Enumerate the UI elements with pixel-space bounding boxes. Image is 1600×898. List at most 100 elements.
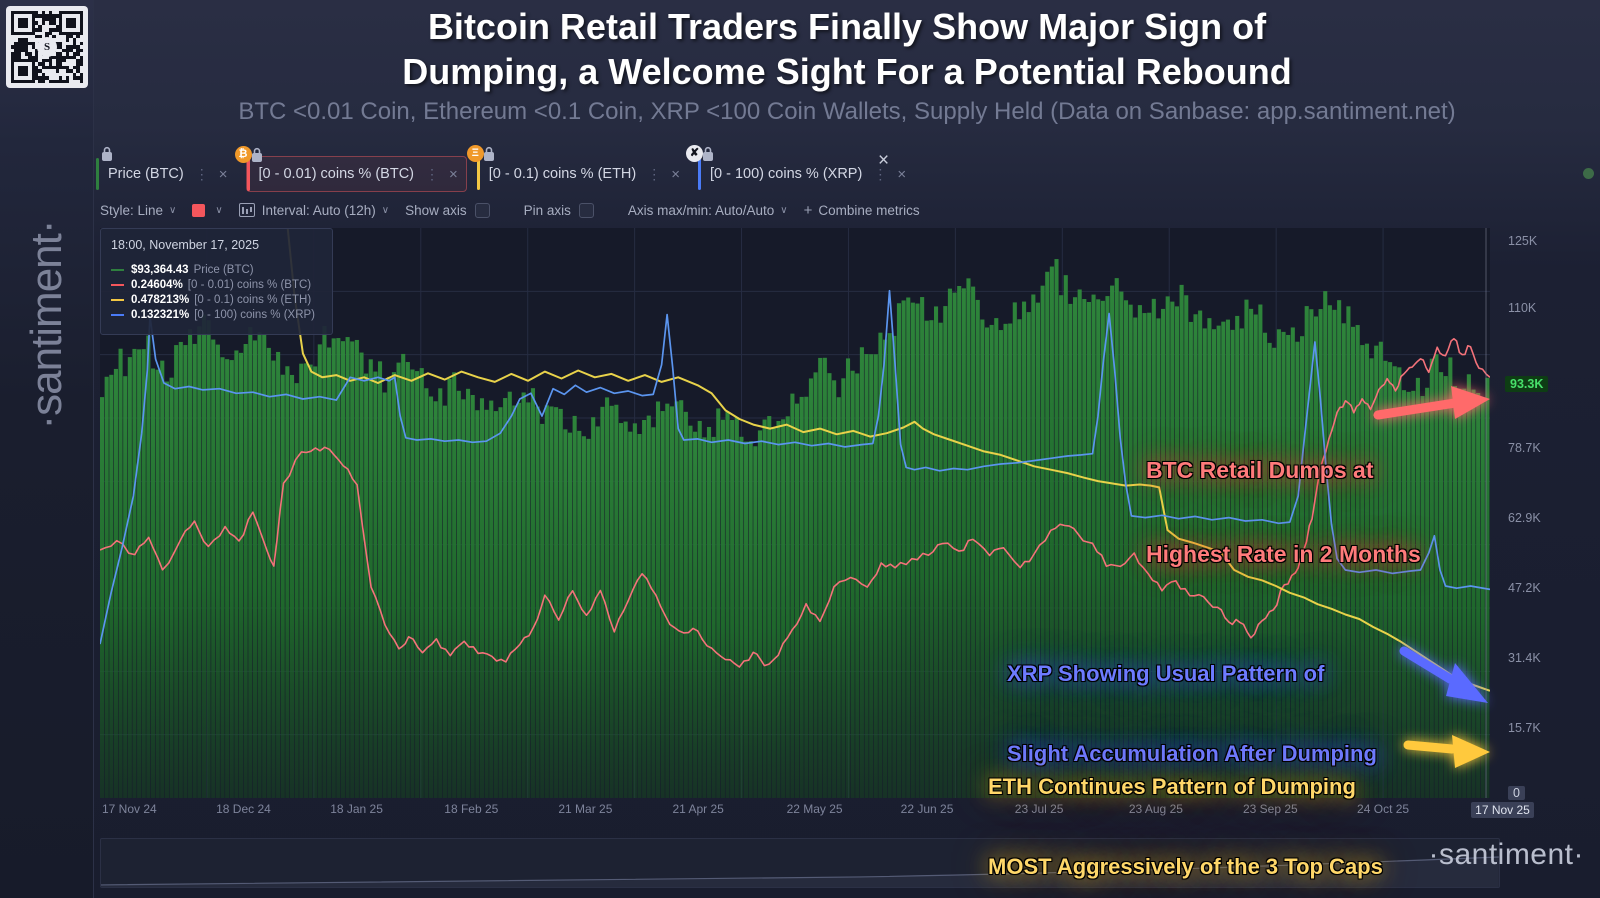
tooltip-row: 0.132321% [0 - 100) coins % (XRP): [111, 309, 322, 321]
style-dropdown-label: Style: Line: [100, 202, 164, 218]
navigator-area: [101, 856, 1499, 887]
annotation-xrp: XRP Showing Usual Pattern of Slight Accu…: [1007, 607, 1377, 822]
tooltip-value: 0.24604%: [131, 279, 183, 291]
pin-axis-checkbox[interactable]: [578, 202, 594, 218]
metric-tab-btc-small-wallets[interactable]: ₿ [0 - 0.01) coins % (BTC) ⋮ ×: [234, 146, 467, 192]
tooltip-date: 18:00, November 17, 2025: [111, 238, 260, 252]
x-axis-tick: 21 Apr 25: [672, 802, 724, 816]
tooltip-series-name: Price (BTC): [193, 264, 254, 276]
y-axis[interactable]: 125K 110K 93.3K 78.7K 62.9K 47.2K 31.4K 15.7K 0: [1496, 228, 1600, 800]
tooltip-row: 0.24604% [0 - 0.01) coins % (BTC): [111, 279, 322, 291]
tab-close-icon[interactable]: ×: [897, 165, 907, 183]
tooltip-series-name: [0 - 0.1) coins % (ETH): [194, 294, 312, 306]
y-axis-tick: 110K: [1508, 301, 1537, 316]
tooltip-series-name: [0 - 0.01) coins % (BTC): [187, 279, 312, 291]
annotation-btc-line2: Highest Rate in 2 Months: [1146, 541, 1421, 568]
y-axis-tick: 47.2K: [1508, 580, 1541, 595]
pin-axis-label: Pin axis: [523, 202, 571, 218]
x-axis-tick: 18 Jan 25: [330, 802, 383, 816]
page-title: Bitcoin Retail Traders Finally Show Majo…: [94, 4, 1600, 94]
tab-close-icon[interactable]: ×: [449, 165, 458, 183]
eth-coin-icon: Ξ: [466, 145, 484, 162]
price-bars: [100, 259, 1490, 798]
series-line-eth: [286, 228, 1490, 692]
left-rail: S ·santiment·: [0, 0, 94, 898]
x-axis-tick: 18 Feb 25: [444, 802, 499, 816]
tab-menu-icon[interactable]: ⋮: [194, 165, 210, 182]
tab-menu-icon[interactable]: ⋮: [425, 165, 441, 182]
chart-svg: [100, 228, 1490, 798]
lock-icon: [482, 146, 496, 162]
color-picker[interactable]: ∨: [192, 203, 223, 217]
chart-tooltip: 18:00, November 17, 2025 $93,364.43 Pric…: [100, 228, 333, 335]
interval-dropdown-label: Interval: Auto (12h): [261, 202, 376, 218]
tooltip-value: $93,364.43: [131, 264, 189, 276]
axis-minmax-dropdown[interactable]: Axis max/min: Auto/Auto ∨: [628, 203, 788, 218]
tooltip-row: 0.478213% [0 - 0.1) coins % (ETH): [111, 294, 322, 306]
annotation-eth-line1: ETH Continues Pattern of Dumping: [988, 773, 1356, 799]
show-axis-label: Show axis: [405, 202, 467, 218]
show-axis-checkbox[interactable]: [474, 202, 490, 218]
metric-tab-price-btc[interactable]: Price (BTC) ⋮ ×: [96, 146, 236, 192]
x-axis-tick: 17 Nov 25: [1471, 802, 1534, 818]
x-axis-tick: 18 Dec 24: [216, 802, 271, 816]
annotation-eth-line2: MOST Aggressively of the 3 Top Caps: [988, 854, 1383, 880]
series-color-dash: [111, 314, 124, 316]
tooltip-series-name: [0 - 100) coins % (XRP): [194, 309, 315, 321]
tooltip-value: 0.132321%: [131, 309, 190, 321]
chevron-down-icon: ∨: [780, 204, 788, 216]
chart-navigator[interactable]: [100, 838, 1500, 888]
panel-close-icon[interactable]: ×: [878, 150, 890, 171]
xrp-coin-icon: ✘: [686, 145, 703, 162]
y-axis-tick: 15.7K: [1508, 721, 1541, 736]
style-dropdown[interactable]: Style: Line ∨: [100, 203, 176, 218]
tab-menu-icon[interactable]: ⋮: [873, 165, 889, 182]
chart-area[interactable]: 18:00, November 17, 2025 $93,364.43 Pric…: [100, 228, 1490, 798]
interval-dropdown[interactable]: Interval: Auto (12h) ∨: [238, 202, 390, 218]
x-axis-tick: 21 Mar 25: [558, 802, 613, 816]
y-axis-tick: 78.7K: [1508, 440, 1541, 455]
interval-icon: [238, 203, 255, 217]
x-axis-tick: 23 Aug 25: [1128, 802, 1183, 816]
plus-icon: +: [803, 201, 813, 219]
series-color-dash: [111, 284, 124, 286]
tab-color-bar: [96, 158, 99, 190]
metric-tab-xrp-small-wallets[interactable]: ✘ [0 - 100) coins % (XRP) ⋮ ×: [686, 145, 914, 192]
tab-close-icon[interactable]: ×: [671, 165, 680, 183]
x-axis-tick: 17 Nov 24: [102, 802, 157, 816]
lock-icon: [100, 146, 114, 162]
tab-menu-icon[interactable]: ⋮: [647, 165, 663, 182]
metric-tab-eth-small-wallets[interactable]: Ξ [0 - 0.1) coins % (ETH) ⋮ ×: [466, 145, 688, 192]
annotation-btc: BTC Retail Dumps at Highest Rate in 2 Mo…: [1146, 400, 1421, 624]
axis-minmax-label: Axis max/min: Auto/Auto: [627, 202, 775, 218]
qr-code[interactable]: S: [6, 6, 88, 88]
page-subtitle: BTC <0.01 Coin, Ethereum <0.1 Coin, XRP …: [238, 98, 1456, 125]
lock-icon: [250, 147, 264, 163]
x-axis-tick: 23 Jul 25: [1014, 802, 1064, 816]
series-color-dash: [111, 299, 124, 301]
pin-axis-toggle[interactable]: Pin axis: [523, 202, 612, 218]
annotation-eth: ETH Continues Pattern of Dumping MOST Ag…: [988, 720, 1383, 898]
qr-center-logo: S: [37, 37, 57, 57]
chevron-down-icon: ∨: [169, 204, 177, 216]
annotation-xrp-line1: XRP Showing Usual Pattern of: [1007, 660, 1325, 686]
tooltip-value: 0.478213%: [131, 294, 190, 306]
tab-close-icon[interactable]: ×: [218, 165, 228, 183]
y-axis-tick: 93.3K: [1505, 375, 1549, 392]
combine-metrics-label: Combine metrics: [818, 202, 920, 218]
annotation-xrp-line2: Slight Accumulation After Dumping: [1007, 741, 1377, 767]
status-dot: [1583, 168, 1594, 179]
show-axis-toggle[interactable]: Show axis: [405, 202, 508, 218]
x-axis-tick: 24 Oct 25: [1357, 802, 1410, 816]
x-axis[interactable]: 17 Nov 24 18 Dec 24 18 Jan 25 18 Feb 25 21 M…: [100, 802, 1534, 822]
x-axis-tick: 22 May 25: [786, 802, 843, 816]
series-line-xrp: [100, 289, 1490, 645]
combine-metrics-button[interactable]: + Combine metrics: [804, 202, 920, 219]
chevron-down-icon: ∨: [381, 204, 390, 216]
series-color-dash: [111, 269, 124, 271]
chevron-down-icon: ∨: [215, 204, 223, 216]
tooltip-row: $93,364.43 Price (BTC): [111, 264, 322, 276]
tab-color-bar: [698, 158, 701, 190]
tab-color-bar: [246, 159, 250, 191]
